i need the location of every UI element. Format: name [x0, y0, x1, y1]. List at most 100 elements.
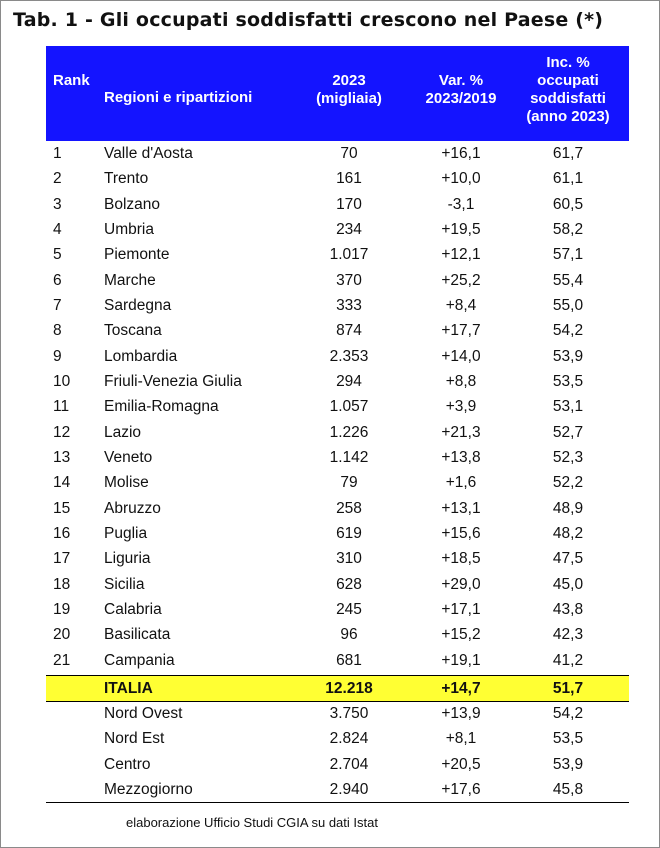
region: Trento — [104, 170, 149, 188]
header-var: 2023/2019 — [425, 90, 497, 107]
cell: 41,2 — [552, 651, 584, 669]
cell: 54,2 — [552, 322, 584, 340]
rank: 13 — [53, 448, 71, 466]
header-value: (migliaia) — [316, 90, 382, 107]
region: Calabria — [104, 600, 162, 618]
region: Valle d'Aosta — [104, 145, 193, 162]
rank: 2 — [53, 170, 62, 188]
cell: 79 — [340, 474, 358, 492]
table-header — [46, 46, 629, 141]
cell: +12,1 — [441, 246, 481, 264]
region: Molise — [104, 474, 149, 492]
cell: -3,1 — [447, 195, 475, 213]
cell: 161 — [336, 170, 362, 188]
rank: 9 — [53, 347, 62, 365]
cell: 52,7 — [552, 423, 584, 441]
cell: 57,1 — [552, 246, 584, 264]
cell: 245 — [336, 600, 362, 618]
rank: 12 — [53, 423, 71, 441]
source-note: elaborazione Ufficio Studi CGIA su dati … — [126, 815, 378, 830]
cell: 53,9 — [552, 347, 584, 365]
cell: +17,6 — [441, 780, 481, 798]
header-inc: soddisfatti — [530, 90, 606, 107]
rank: 21 — [53, 651, 71, 669]
region: Bolzano — [104, 195, 161, 213]
cell: 45,0 — [552, 575, 584, 593]
region: Puglia — [104, 524, 148, 542]
cell: +13,8 — [441, 448, 481, 466]
rank: 14 — [53, 474, 71, 492]
cell: +19,1 — [441, 651, 481, 669]
cell: 681 — [336, 651, 362, 669]
rank: 16 — [53, 524, 71, 542]
cell: 61,7 — [552, 145, 584, 162]
header-value: 2023 — [332, 72, 366, 89]
area: Mezzogiorno — [104, 780, 193, 798]
cell: +29,0 — [441, 575, 481, 593]
region: Marche — [104, 271, 156, 289]
cell: 54,2 — [552, 705, 584, 722]
rank: 6 — [53, 271, 62, 289]
cell: +17,7 — [441, 322, 481, 340]
cell: 53,5 — [552, 730, 584, 748]
header-inc: (anno 2023) — [526, 108, 610, 125]
region: Friuli-Venezia Giulia — [104, 372, 242, 390]
region: Lombardia — [104, 347, 178, 365]
cell: 53,9 — [552, 755, 584, 773]
total-cell: 51,7 — [552, 680, 584, 697]
cell: +8,8 — [445, 372, 477, 390]
region: Basilicata — [104, 626, 171, 644]
cell: 70 — [340, 145, 358, 162]
cell: +8,4 — [445, 296, 477, 314]
cell: 52,2 — [552, 474, 584, 492]
cell: +15,6 — [441, 524, 481, 542]
cell: +8,1 — [445, 730, 477, 748]
title: Tab. 1 - Gli occupati soddisfatti cresco… — [13, 9, 604, 31]
rank: 1 — [53, 145, 62, 162]
region: Lazio — [104, 423, 142, 441]
cell: 47,5 — [552, 550, 584, 568]
cell: +20,5 — [441, 755, 481, 773]
rank: 17 — [53, 550, 71, 568]
cell: 294 — [336, 372, 362, 390]
cell: +1,6 — [445, 474, 477, 492]
cell: +18,5 — [441, 550, 481, 568]
cell: 258 — [336, 499, 362, 517]
cell: +15,2 — [441, 626, 481, 644]
cell: 48,9 — [552, 499, 584, 517]
cell: 2.824 — [329, 730, 369, 748]
header-rank: Rank — [53, 72, 90, 89]
total-row-highlight — [46, 675, 629, 702]
table-bottom-border — [46, 802, 629, 803]
cell: +13,1 — [441, 499, 481, 517]
region: Sicilia — [104, 575, 145, 593]
cell: 43,8 — [552, 600, 584, 618]
cell: 1.017 — [329, 246, 369, 264]
cell: 234 — [336, 220, 362, 238]
region: Veneto — [104, 448, 153, 466]
cell: 61,1 — [552, 170, 584, 188]
cell: +19,5 — [441, 220, 481, 238]
rank: 20 — [53, 626, 71, 644]
rank: 5 — [53, 246, 62, 264]
cell: 874 — [336, 322, 362, 340]
cell: 310 — [336, 550, 362, 568]
header-region: Regioni e ripartizioni — [104, 89, 253, 106]
cell: +10,0 — [441, 170, 481, 188]
region: Campania — [104, 651, 175, 669]
region: Toscana — [104, 322, 162, 340]
cell: 60,5 — [552, 195, 584, 213]
region: Liguria — [104, 550, 151, 568]
cell: 3.750 — [329, 705, 369, 722]
cell: +3,9 — [445, 398, 477, 416]
cell: 55,4 — [552, 271, 584, 289]
cell: 1.057 — [329, 398, 369, 416]
area: Nord Ovest — [104, 705, 183, 722]
cell: 45,8 — [552, 780, 584, 798]
cell: 628 — [336, 575, 362, 593]
region: Umbria — [104, 220, 154, 238]
cell: 2.704 — [329, 755, 369, 773]
cell: 1.226 — [329, 423, 369, 441]
rank: 18 — [53, 575, 71, 593]
cell: 2.940 — [329, 780, 369, 798]
